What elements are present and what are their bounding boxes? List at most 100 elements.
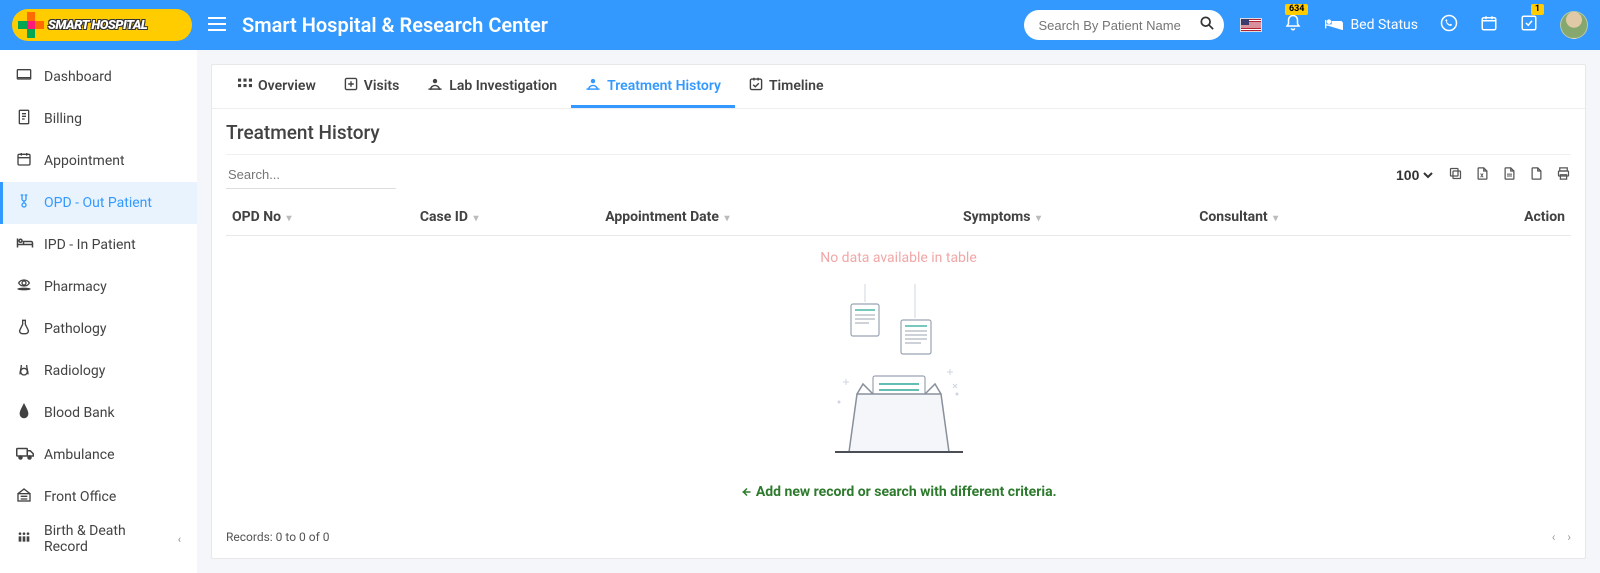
bed-status-link[interactable]: Bed Status [1324, 17, 1418, 33]
column-label: Consultant [1199, 209, 1267, 225]
column-label: Appointment Date [605, 209, 719, 225]
sidebar-billing-icon [16, 109, 32, 129]
sidebar-opd-icon [16, 193, 32, 213]
patient-search-input[interactable] [1024, 10, 1224, 40]
csv-icon[interactable] [1502, 166, 1517, 185]
tab-label: Lab Investigation [449, 78, 557, 94]
copy-icon[interactable] [1448, 166, 1463, 185]
patient-search [1024, 10, 1224, 40]
pdf-icon[interactable] [1529, 166, 1544, 185]
sidebar-item-label: Ambulance [44, 447, 115, 463]
content-card: Overview Visits Lab Investigation Treatment… [211, 64, 1586, 559]
tab-treatment-history[interactable]: Treatment History [571, 65, 735, 108]
sidebar-item-label: Birth & Death Record [44, 523, 166, 555]
column-label: OPD No [232, 209, 281, 225]
notifications-badge: 634 [1285, 4, 1309, 15]
top-actions: 634 Bed Status 1 [1240, 11, 1588, 39]
col-case-id[interactable]: Case ID ▾ [414, 199, 599, 236]
column-label: Case ID [420, 209, 468, 225]
sidebar-item-label: Pharmacy [44, 279, 107, 295]
brand-title: Smart Hospital & Research Center [242, 13, 548, 37]
col-action: Action [1432, 199, 1571, 236]
sort-icon: ▾ [473, 213, 478, 224]
user-avatar[interactable] [1560, 11, 1588, 39]
tasks-badge: 1 [1531, 4, 1544, 15]
tab-overview[interactable]: Overview [224, 65, 330, 108]
pager-prev-button[interactable]: ‹ [1552, 530, 1556, 544]
col-symptoms[interactable]: Symptoms ▾ [957, 199, 1193, 236]
sidebar-front-office-icon [16, 487, 32, 507]
table-toolbar: 100 [226, 161, 1571, 189]
sidebar-opd[interactable]: OPD - Out Patient [0, 182, 197, 224]
sidebar-item-label: OPD - Out Patient [44, 195, 152, 211]
topbar: SMART HOSPITAL Smart Hospital & Research… [0, 0, 1600, 50]
sidebar-appointment[interactable]: Appointment [0, 140, 197, 182]
tab-timeline[interactable]: Timeline [735, 65, 838, 108]
notifications-button[interactable]: 634 [1284, 14, 1302, 36]
sidebar-pathology[interactable]: Pathology [0, 308, 197, 350]
sidebar-item-label: Appointment [44, 153, 125, 169]
records-text: Records: 0 to 0 of 0 [226, 530, 330, 544]
sidebar-item-label: Pathology [44, 321, 107, 337]
col-opd-no[interactable]: OPD No ▾ [226, 199, 414, 236]
pager-next-button[interactable]: › [1567, 530, 1571, 544]
sidebar-pharmacy[interactable]: Pharmacy [0, 266, 197, 308]
sidebar-birth-death-icon [16, 530, 32, 548]
sort-icon: ▾ [287, 213, 292, 224]
sidebar-ambulance[interactable]: Ambulance [0, 434, 197, 476]
excel-icon[interactable] [1475, 166, 1490, 185]
logo-text: SMART HOSPITAL [48, 18, 147, 33]
tab-treatment-history-icon [585, 77, 601, 95]
sidebar-billing[interactable]: Billing [0, 98, 197, 140]
page-title: Treatment History [226, 121, 1571, 155]
sidebar-pharmacy-icon [16, 278, 32, 296]
tab-label: Overview [258, 78, 316, 94]
sidebar-radiology-icon [16, 361, 32, 381]
sidebar-item-label: Dashboard [44, 69, 112, 85]
table-search-input[interactable] [226, 161, 396, 189]
logo-cross-icon [18, 12, 44, 38]
sidebar-dashboard[interactable]: Dashboard [0, 56, 197, 98]
tab-overview-icon [238, 78, 252, 94]
calendar-icon[interactable] [1480, 14, 1498, 37]
sidebar-item-label: Radiology [44, 363, 105, 379]
tab-lab[interactable]: Lab Investigation [413, 65, 571, 108]
page-size-select[interactable]: 100 [1392, 166, 1436, 184]
column-label: Action [1524, 209, 1565, 225]
sidebar-ipd[interactable]: IPD - In Patient [0, 224, 197, 266]
sidebar-radiology[interactable]: Radiology [0, 350, 197, 392]
language-flag-icon[interactable] [1240, 18, 1262, 32]
menu-toggle-button[interactable] [208, 15, 226, 36]
empty-state-text: Add new record or search with different … [756, 484, 1057, 500]
sidebar-blood-bank-icon [16, 403, 32, 423]
sort-icon: ▾ [724, 213, 729, 224]
tab-label: Treatment History [607, 78, 721, 94]
empty-state-illustration [226, 274, 1571, 474]
search-icon[interactable] [1200, 16, 1214, 34]
tab-visits[interactable]: Visits [330, 65, 413, 108]
logo[interactable]: SMART HOSPITAL [12, 9, 192, 41]
sidebar-birth-death[interactable]: Birth & Death Record‹ [0, 518, 197, 560]
tabs: Overview Visits Lab Investigation Treatment… [212, 65, 1585, 109]
sidebar-blood-bank[interactable]: Blood Bank [0, 392, 197, 434]
print-icon[interactable] [1556, 166, 1571, 185]
table-footer: Records: 0 to 0 of 0 ‹ › [212, 516, 1585, 558]
sort-icon: ▾ [1036, 213, 1041, 224]
whatsapp-icon[interactable] [1440, 14, 1458, 37]
sidebar-appointment-icon [16, 151, 32, 171]
sidebar-item-label: IPD - In Patient [44, 237, 136, 253]
sidebar-ipd-icon [16, 236, 32, 254]
sidebar-front-office[interactable]: Front Office [0, 476, 197, 518]
treatment-history-table: OPD No ▾Case ID ▾Appointment Date ▾Sympt… [226, 199, 1571, 236]
tasks-button[interactable]: 1 [1520, 14, 1538, 36]
bed-status-label: Bed Status [1350, 17, 1418, 33]
sort-icon: ▾ [1273, 213, 1278, 224]
no-data-text: No data available in table [226, 236, 1571, 274]
sidebar-pathology-icon [16, 319, 32, 339]
col-appointment-date[interactable]: Appointment Date ▾ [599, 199, 957, 236]
sidebar: Dashboard Billing Appointment OPD - Out Pat… [0, 50, 197, 573]
col-consultant[interactable]: Consultant ▾ [1193, 199, 1432, 236]
tab-label: Timeline [769, 78, 824, 94]
sidebar-item-label: Front Office [44, 489, 116, 505]
sidebar-dashboard-icon [16, 68, 32, 86]
